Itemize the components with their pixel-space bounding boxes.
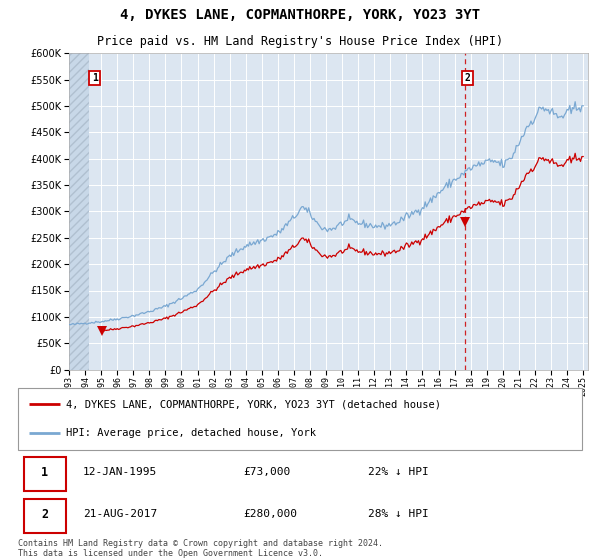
Text: 4, DYKES LANE, COPMANTHORPE, YORK, YO23 3YT (detached house): 4, DYKES LANE, COPMANTHORPE, YORK, YO23 … xyxy=(66,399,441,409)
FancyBboxPatch shape xyxy=(23,457,66,491)
Text: 2: 2 xyxy=(41,507,49,521)
Text: 28% ↓ HPI: 28% ↓ HPI xyxy=(368,509,428,519)
Text: £73,000: £73,000 xyxy=(244,467,291,477)
Text: Price paid vs. HM Land Registry's House Price Index (HPI): Price paid vs. HM Land Registry's House … xyxy=(97,35,503,48)
Text: 1: 1 xyxy=(41,465,49,479)
Text: 1: 1 xyxy=(92,73,98,83)
FancyBboxPatch shape xyxy=(23,499,66,533)
Text: 4, DYKES LANE, COPMANTHORPE, YORK, YO23 3YT: 4, DYKES LANE, COPMANTHORPE, YORK, YO23 … xyxy=(120,8,480,22)
Text: 22% ↓ HPI: 22% ↓ HPI xyxy=(368,467,428,477)
FancyBboxPatch shape xyxy=(18,388,582,450)
Text: £280,000: £280,000 xyxy=(244,509,298,519)
Text: 2: 2 xyxy=(464,73,470,83)
Text: HPI: Average price, detached house, York: HPI: Average price, detached house, York xyxy=(66,428,316,438)
Text: 21-AUG-2017: 21-AUG-2017 xyxy=(83,509,157,519)
Text: Contains HM Land Registry data © Crown copyright and database right 2024.
This d: Contains HM Land Registry data © Crown c… xyxy=(18,539,383,558)
Text: 12-JAN-1995: 12-JAN-1995 xyxy=(83,467,157,477)
